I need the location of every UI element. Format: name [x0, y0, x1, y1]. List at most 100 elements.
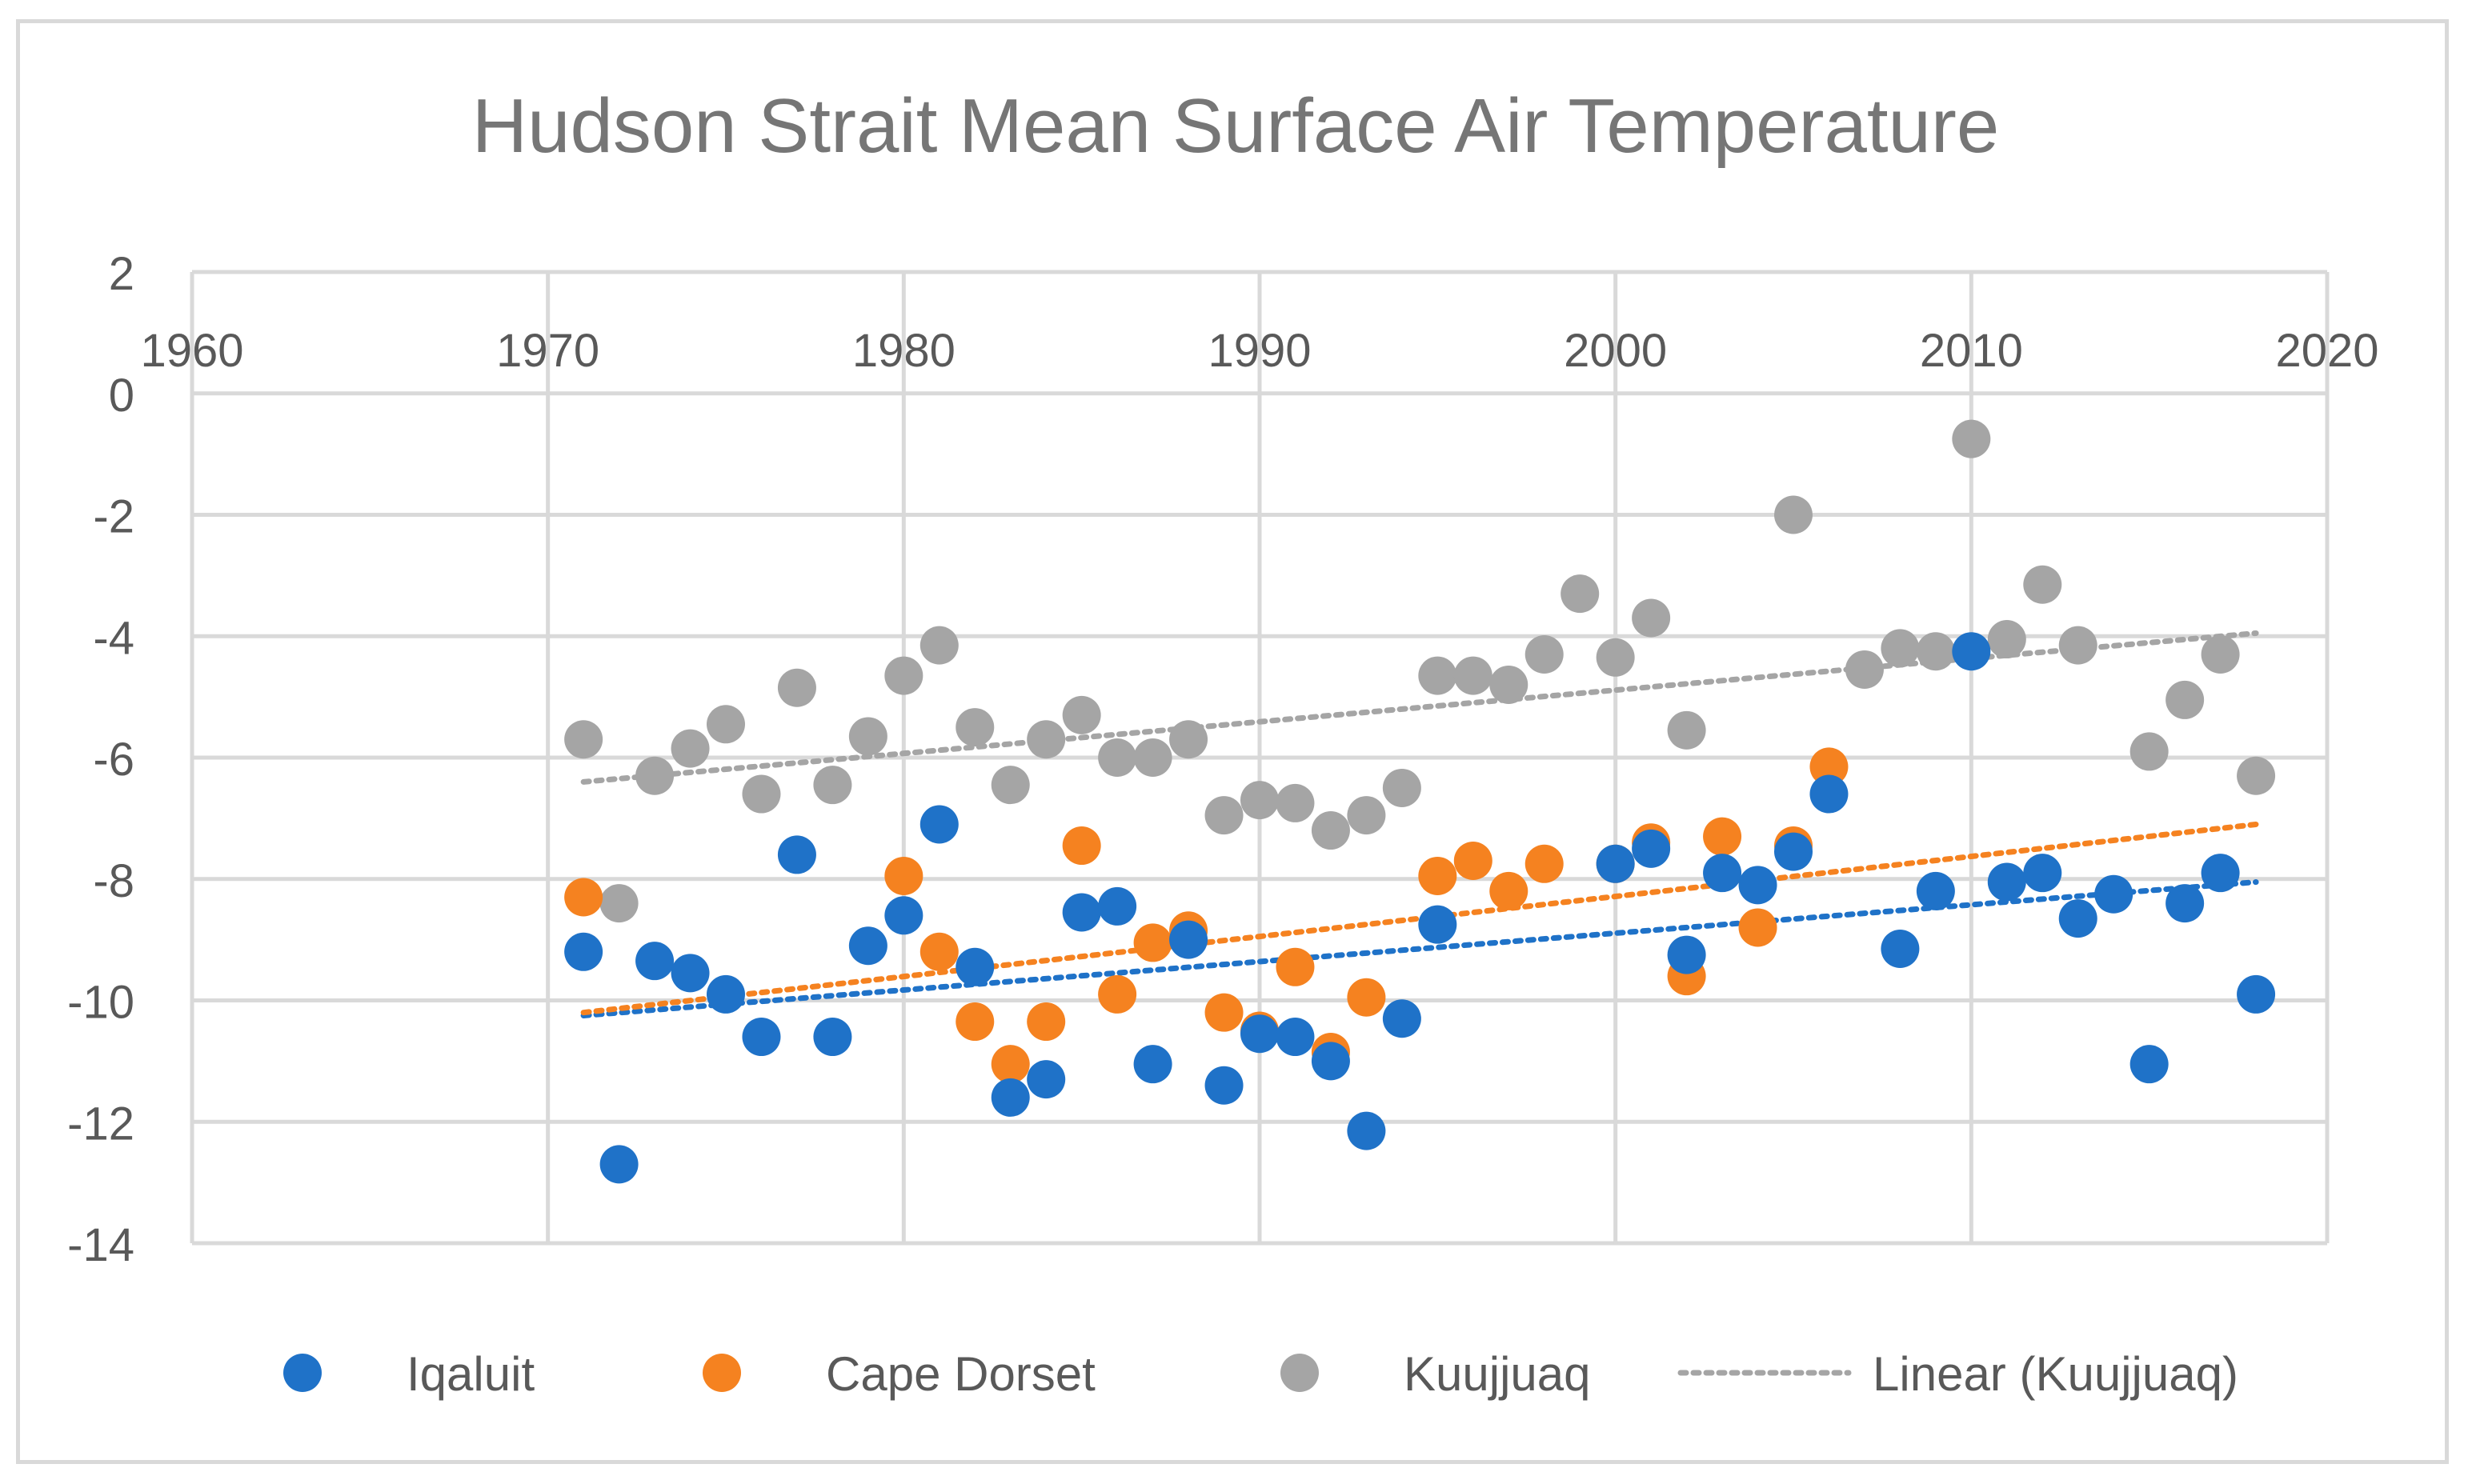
point-kuujjuaq — [1881, 629, 1920, 668]
point-kuujjuaq — [1632, 598, 1671, 638]
point-iqaluit — [777, 835, 816, 874]
y-tick-label: -14 — [67, 1219, 134, 1271]
point-iqaluit — [1204, 1066, 1244, 1105]
point-kuujjuaq — [1240, 781, 1279, 820]
trendline-cape-dorset — [580, 821, 2259, 1016]
x-tick-label: 1990 — [1208, 325, 1311, 377]
point-cape-dorset — [1027, 1002, 1066, 1042]
point-kuujjuaq — [742, 774, 781, 814]
legend-label: Linear (Kuujjuaq) — [1873, 1347, 2238, 1401]
point-cape-dorset — [1809, 747, 1849, 786]
legend: Iqaluit Cape Dorset Kuujjuaq Linear (Kuujju… — [283, 1347, 2238, 1401]
point-cape-dorset — [1098, 974, 1137, 1014]
point-kuujjuaq — [1774, 495, 1813, 534]
y-tick-label: -12 — [67, 1098, 134, 1150]
point-kuujjuaq — [1453, 656, 1492, 695]
point-cape-dorset — [884, 856, 923, 895]
point-kuujjuaq — [991, 766, 1030, 805]
y-tick-label: -10 — [67, 977, 134, 1029]
point-iqaluit — [884, 896, 923, 935]
point-cape-dorset — [1062, 826, 1101, 866]
point-iqaluit — [919, 805, 959, 844]
trendline-iqaluit — [580, 879, 2259, 1018]
point-cape-dorset — [919, 932, 959, 971]
point-kuujjuaq — [1311, 811, 1350, 850]
point-iqaluit — [2166, 884, 2205, 923]
axis-labels: 2 0 -2 -4 -6 -8 -10 -12 -14 1960 1970 1980 1990 2000 2… — [67, 248, 2378, 1271]
point-iqaluit — [671, 954, 710, 993]
point-kuujjuaq — [956, 708, 995, 747]
point-iqaluit — [2058, 899, 2097, 938]
x-tick-label: 1980 — [852, 325, 956, 377]
x-tick-label: 2020 — [2275, 325, 2378, 377]
point-iqaluit — [1311, 1042, 1350, 1081]
point-iqaluit — [2023, 854, 2062, 893]
point-iqaluit — [2094, 874, 2133, 914]
point-kuujjuaq — [813, 766, 852, 805]
point-iqaluit — [1027, 1060, 1066, 1099]
point-iqaluit — [1809, 774, 1849, 814]
legend-label: Iqaluit — [407, 1347, 535, 1401]
point-kuujjuaq — [848, 717, 887, 756]
point-iqaluit — [1774, 832, 1813, 871]
point-kuujjuaq — [1845, 650, 1884, 689]
point-kuujjuaq — [1347, 796, 1386, 835]
chart-title: Hudson Strait Mean Surface Air Temperatu… — [472, 83, 2000, 169]
point-kuujjuaq — [599, 884, 639, 923]
point-cape-dorset — [1276, 947, 1315, 986]
legend-marker — [283, 1354, 322, 1392]
point-kuujjuaq — [1667, 710, 1706, 750]
point-iqaluit — [848, 926, 887, 966]
point-cape-dorset — [564, 878, 603, 917]
point-kuujjuaq — [671, 729, 710, 768]
point-iqaluit — [1881, 930, 1920, 969]
point-cape-dorset — [1453, 841, 1492, 880]
point-iqaluit — [1382, 999, 1421, 1038]
point-kuujjuaq — [2023, 565, 2062, 604]
point-kuujjuaq — [1987, 620, 2026, 659]
legend-marker — [1280, 1354, 1319, 1392]
grid-lines — [190, 270, 2330, 1246]
point-kuujjuaq — [1596, 638, 1635, 677]
point-iqaluit — [1098, 886, 1137, 926]
point-iqaluit — [991, 1078, 1030, 1117]
point-cape-dorset — [1204, 993, 1244, 1032]
point-iqaluit — [1987, 862, 2026, 902]
x-tick-label: 1960 — [140, 325, 243, 377]
point-iqaluit — [813, 1018, 852, 1057]
point-iqaluit — [1240, 1014, 1279, 1054]
legend-label: Kuujjuaq — [1404, 1347, 1591, 1401]
point-kuujjuaq — [1418, 656, 1457, 695]
point-iqaluit — [2201, 854, 2240, 893]
trendlines — [580, 630, 2259, 1018]
point-kuujjuaq — [1524, 635, 1564, 674]
point-iqaluit — [1418, 905, 1457, 944]
point-iqaluit — [1276, 1018, 1315, 1057]
point-cape-dorset — [1347, 978, 1386, 1017]
point-kuujjuaq — [777, 668, 816, 707]
point-kuujjuaq — [1133, 738, 1172, 777]
point-kuujjuaq — [1062, 695, 1101, 734]
point-kuujjuaq — [1916, 632, 1955, 671]
data-points — [564, 419, 2276, 1184]
point-kuujjuaq — [2237, 756, 2276, 795]
point-iqaluit — [1667, 935, 1706, 974]
legend-label: Cape Dorset — [826, 1347, 1096, 1401]
point-cape-dorset — [956, 1002, 995, 1042]
point-iqaluit — [2129, 1045, 2169, 1084]
y-tick-label: -2 — [93, 491, 134, 543]
point-cape-dorset — [991, 1045, 1030, 1084]
point-kuujjuaq — [1952, 419, 1991, 458]
point-iqaluit — [1952, 632, 1991, 671]
y-tick-label: 0 — [109, 370, 134, 422]
x-tick-label: 2010 — [1920, 325, 2023, 377]
legend-marker — [703, 1354, 741, 1392]
point-kuujjuaq — [2166, 680, 2205, 719]
chart-frame — [16, 19, 2449, 1464]
point-iqaluit — [1347, 1111, 1386, 1150]
point-cape-dorset — [1133, 923, 1172, 962]
point-kuujjuaq — [1098, 738, 1137, 777]
y-tick-label: -6 — [93, 734, 134, 786]
point-iqaluit — [599, 1145, 639, 1184]
